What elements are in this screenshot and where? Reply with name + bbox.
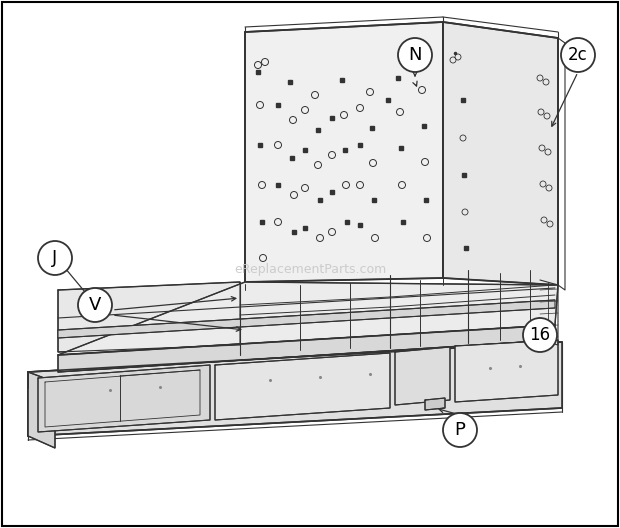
Circle shape xyxy=(523,318,557,352)
Circle shape xyxy=(78,288,112,322)
Text: J: J xyxy=(52,249,58,267)
Polygon shape xyxy=(58,282,240,352)
Polygon shape xyxy=(58,300,555,338)
Polygon shape xyxy=(395,347,450,405)
Circle shape xyxy=(561,38,595,72)
Polygon shape xyxy=(425,398,445,410)
Text: N: N xyxy=(408,46,422,64)
Polygon shape xyxy=(245,22,443,282)
Polygon shape xyxy=(28,342,562,385)
Polygon shape xyxy=(28,342,562,436)
Polygon shape xyxy=(215,353,390,420)
Text: 16: 16 xyxy=(529,326,551,344)
Polygon shape xyxy=(443,22,558,285)
Text: 2c: 2c xyxy=(568,46,588,64)
Text: V: V xyxy=(89,296,101,314)
Polygon shape xyxy=(38,365,210,432)
Polygon shape xyxy=(28,372,55,448)
Text: P: P xyxy=(454,421,466,439)
Circle shape xyxy=(443,413,477,447)
Polygon shape xyxy=(58,282,558,355)
Text: eReplacementParts.com: eReplacementParts.com xyxy=(234,263,386,277)
Polygon shape xyxy=(58,325,555,372)
Circle shape xyxy=(398,38,432,72)
Circle shape xyxy=(38,241,72,275)
Polygon shape xyxy=(455,340,558,402)
